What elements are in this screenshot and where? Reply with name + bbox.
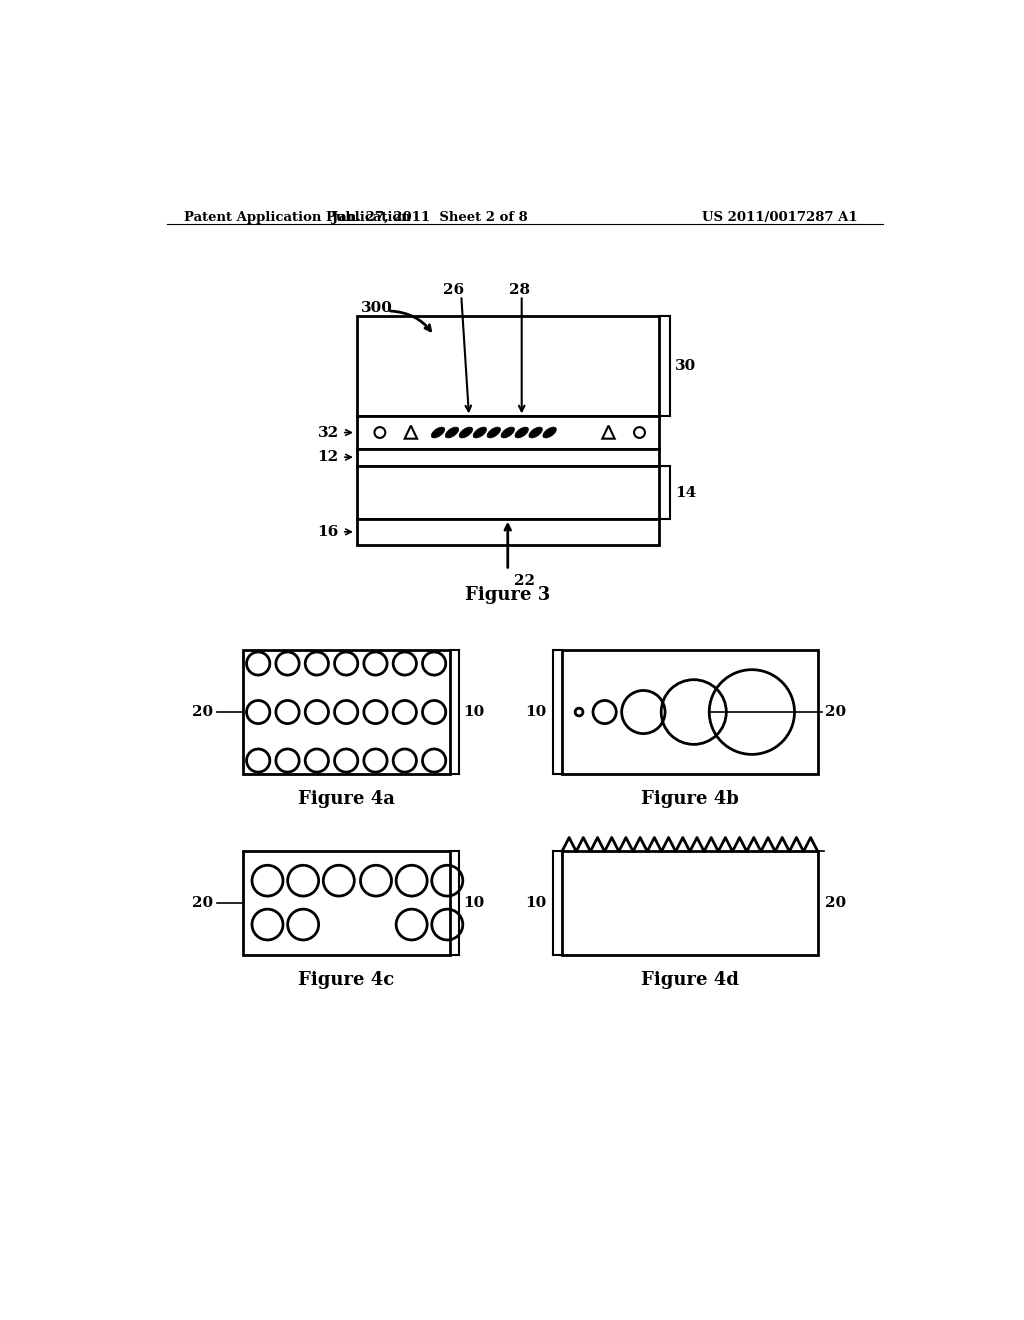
Text: 32: 32 [317, 425, 339, 440]
Bar [562, 851, 818, 956]
Text: Patent Application Publication: Patent Application Publication [183, 211, 411, 224]
Bar [356, 466, 658, 519]
Bar [356, 519, 658, 545]
Text: Figure 4c: Figure 4c [298, 970, 394, 989]
Text: 10: 10 [464, 705, 484, 719]
Ellipse shape [501, 428, 514, 438]
Text: 10: 10 [525, 896, 547, 909]
Text: 28: 28 [509, 284, 530, 297]
Text: Figure 3: Figure 3 [465, 586, 550, 603]
Bar [562, 649, 818, 775]
Text: 300: 300 [360, 301, 392, 315]
Ellipse shape [473, 428, 486, 438]
Text: Figure 4a: Figure 4a [298, 789, 394, 808]
Text: 20: 20 [193, 705, 213, 719]
Text: 12: 12 [317, 450, 339, 465]
Text: 10: 10 [464, 896, 484, 909]
Text: Jan. 27, 2011  Sheet 2 of 8: Jan. 27, 2011 Sheet 2 of 8 [333, 211, 528, 224]
Ellipse shape [543, 428, 556, 438]
Text: 20: 20 [193, 896, 213, 909]
Text: Figure 4d: Figure 4d [641, 970, 738, 989]
Ellipse shape [529, 428, 543, 438]
Text: US 2011/0017287 A1: US 2011/0017287 A1 [701, 211, 857, 224]
Bar [356, 449, 658, 466]
Text: 14: 14 [675, 486, 696, 499]
Text: 26: 26 [443, 284, 464, 297]
Text: 20: 20 [825, 896, 847, 909]
Bar [356, 416, 658, 449]
Ellipse shape [487, 428, 501, 438]
Bar [243, 649, 450, 775]
Ellipse shape [459, 428, 473, 438]
Text: 22: 22 [514, 574, 535, 589]
Text: Figure 4b: Figure 4b [641, 789, 738, 808]
Ellipse shape [515, 428, 528, 438]
Bar [356, 317, 658, 416]
Ellipse shape [431, 428, 444, 438]
Ellipse shape [445, 428, 459, 438]
Text: 10: 10 [525, 705, 547, 719]
Text: 30: 30 [675, 359, 696, 374]
Text: 20: 20 [825, 705, 847, 719]
Text: 16: 16 [317, 525, 339, 539]
Bar [243, 851, 450, 956]
